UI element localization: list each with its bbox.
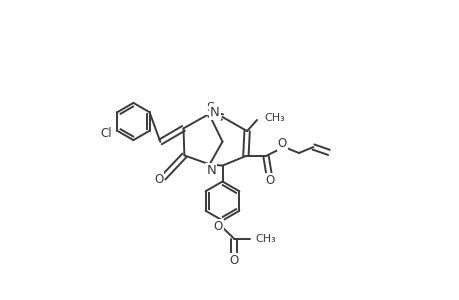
Text: CH₃: CH₃ <box>264 113 285 123</box>
Text: N: N <box>206 164 216 178</box>
Text: O: O <box>277 137 286 150</box>
Text: CH₃: CH₃ <box>255 233 276 244</box>
Text: N: N <box>209 106 219 119</box>
Text: S: S <box>206 101 214 114</box>
Text: O: O <box>213 220 223 233</box>
Text: Cl: Cl <box>100 127 112 140</box>
Text: O: O <box>264 174 274 188</box>
Text: O: O <box>154 173 163 186</box>
Text: O: O <box>229 254 238 267</box>
